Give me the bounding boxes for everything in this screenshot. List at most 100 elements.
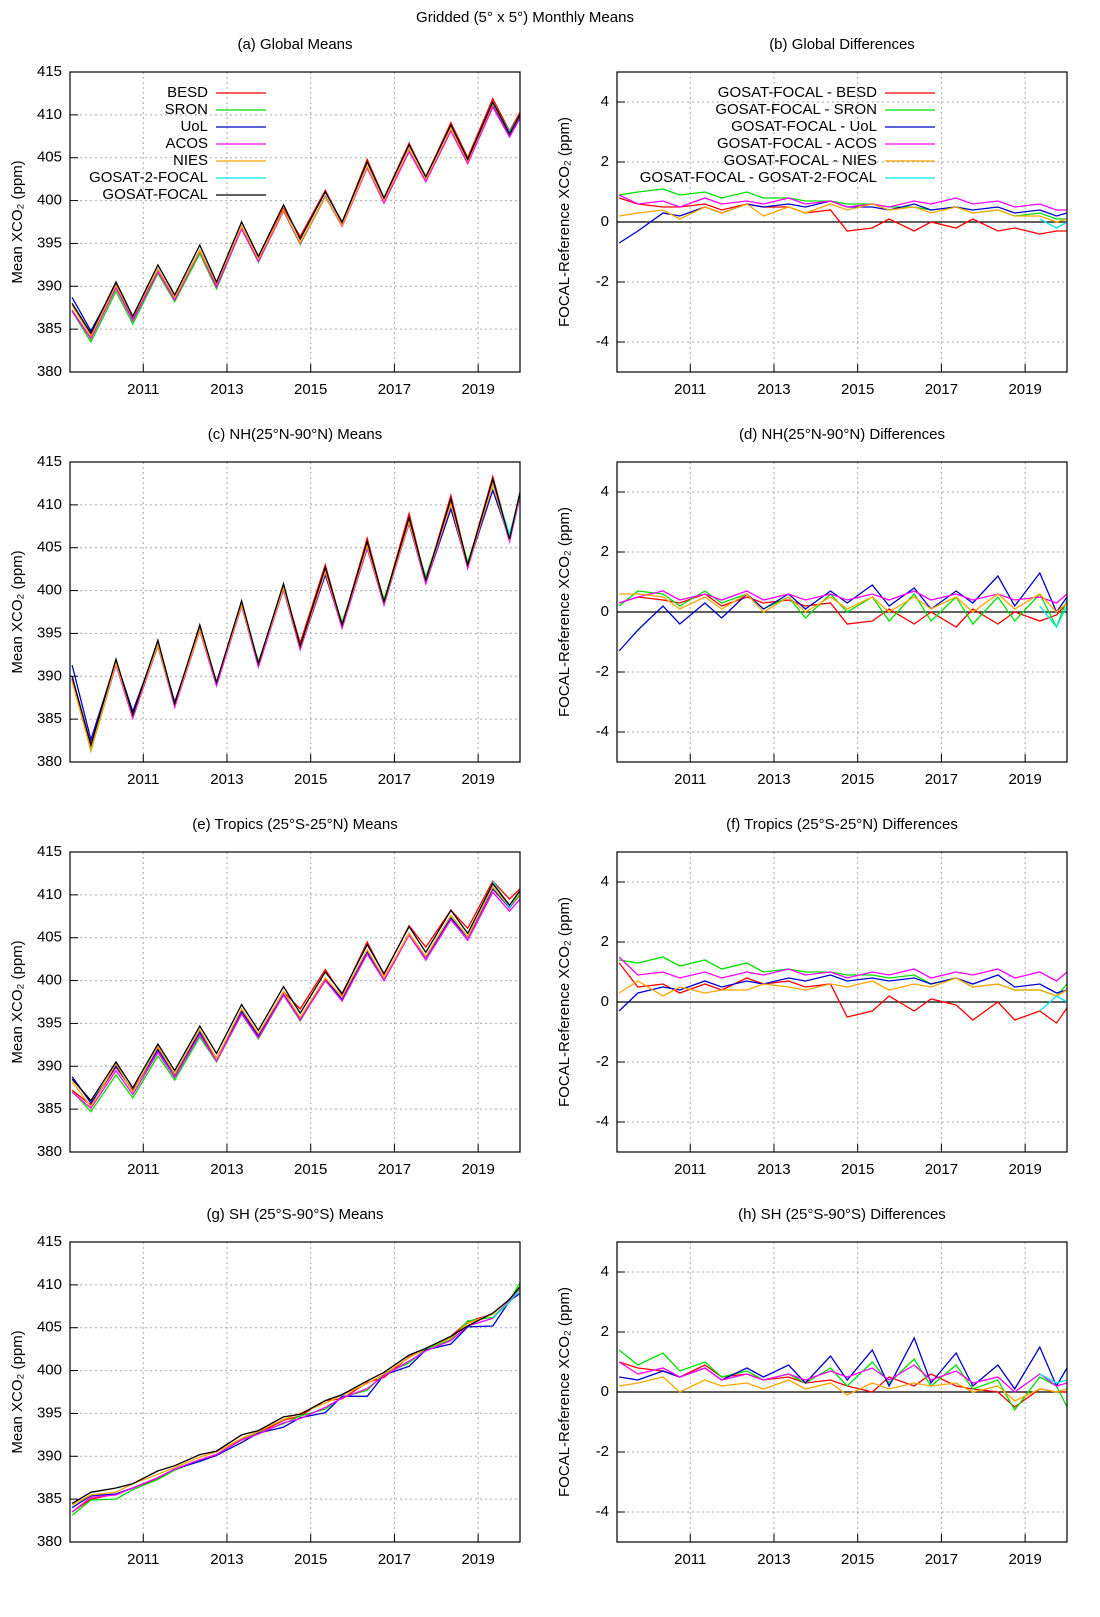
y-tick-label: 380: [37, 1143, 62, 1160]
series-line: [618, 956, 1068, 982]
y-tick-label: 395: [37, 234, 62, 251]
y-tick-label: -2: [596, 1443, 609, 1460]
x-tick-label: 2013: [757, 381, 790, 398]
y-tick-label: 380: [37, 363, 62, 380]
series-line: [71, 882, 521, 1102]
x-tick-label: 2017: [378, 771, 411, 788]
y-tick-label: 410: [37, 886, 62, 903]
x-tick-label: 2015: [841, 771, 874, 788]
y-tick-label: 385: [37, 1490, 62, 1507]
y-tick-label: 0: [601, 603, 609, 620]
x-tick-label: 2017: [925, 1161, 958, 1178]
y-tick-label: 410: [37, 496, 62, 513]
legend-label: ACOS: [165, 135, 208, 152]
y-tick-label: 395: [37, 1014, 62, 1031]
y-tick-label: 405: [37, 149, 62, 166]
x-tick-label: 2019: [461, 1161, 494, 1178]
series-line: [618, 197, 1067, 235]
y-tick-label: -4: [596, 1113, 609, 1130]
y-axis-label: Mean XCO₂ (ppm): [9, 1330, 26, 1453]
series-line: [71, 1286, 521, 1506]
x-tick-label: 2019: [461, 381, 494, 398]
y-tick-label: 380: [37, 753, 62, 770]
y-tick-label: 410: [37, 106, 62, 123]
x-tick-label: 2011: [127, 381, 159, 398]
x-tick-label: 2013: [210, 1161, 243, 1178]
x-tick-label: 2013: [757, 771, 790, 788]
y-tick-label: 405: [37, 929, 62, 946]
x-tick-label: 2015: [294, 1161, 327, 1178]
x-tick-label: 2013: [210, 1551, 243, 1568]
y-tick-label: 2: [601, 933, 609, 950]
plot-frame: [69, 71, 521, 373]
y-tick-label: -4: [596, 333, 609, 350]
plot-frame: [616, 1241, 1068, 1543]
y-tick-label: 0: [601, 1383, 609, 1400]
y-tick-label: -2: [596, 273, 609, 290]
series-line: [71, 100, 521, 335]
series-line: [1039, 605, 1068, 629]
x-tick-label: 2015: [841, 381, 874, 398]
series-line: [492, 1289, 521, 1319]
series-line: [618, 1349, 1068, 1412]
legend-label: NIES: [173, 152, 208, 169]
y-tick-label: 405: [37, 1319, 62, 1336]
series-line: [71, 1292, 521, 1509]
y-tick-label: 4: [601, 483, 609, 500]
panel-title: (a) Global Means: [237, 36, 352, 53]
series-line: [71, 103, 521, 333]
x-tick-label: 2017: [378, 381, 411, 398]
y-tick-label: 400: [37, 1362, 62, 1379]
y-tick-label: 4: [601, 873, 609, 890]
x-tick-label: 2015: [294, 1551, 327, 1568]
legend-label: SRON: [165, 101, 208, 118]
series-line: [618, 962, 1068, 1024]
series-line: [618, 571, 1068, 652]
legend-label: GOSAT-FOCAL - ACOS: [717, 135, 877, 152]
y-tick-label: 395: [37, 624, 62, 641]
y-tick-label: -4: [596, 723, 609, 740]
x-tick-label: 2011: [674, 1551, 706, 1568]
y-tick-label: 4: [601, 1263, 609, 1280]
x-tick-label: 2017: [925, 381, 958, 398]
y-tick-label: 385: [37, 320, 62, 337]
y-tick-label: 380: [37, 1533, 62, 1550]
series-line: [618, 974, 1068, 1012]
x-tick-label: 2019: [461, 1551, 494, 1568]
legend-label: GOSAT-FOCAL - NIES: [724, 152, 877, 169]
x-tick-label: 2017: [925, 1551, 958, 1568]
panel-title: (c) NH(25°N-90°N) Means: [208, 426, 383, 443]
legend-label: GOSAT-FOCAL - SRON: [715, 101, 877, 118]
x-tick-label: 2017: [378, 1551, 411, 1568]
y-tick-label: 400: [37, 972, 62, 989]
y-tick-label: 415: [37, 1233, 62, 1250]
legend-label: BESD: [167, 84, 208, 101]
x-tick-label: 2015: [294, 381, 327, 398]
series-line: [71, 482, 521, 753]
x-tick-label: 2015: [841, 1161, 874, 1178]
y-tick-label: 2: [601, 1323, 609, 1340]
y-tick-label: 415: [37, 453, 62, 470]
series-line: [1039, 1373, 1068, 1384]
legend-label: GOSAT-FOCAL: [102, 186, 208, 203]
x-tick-label: 2019: [1008, 1551, 1041, 1568]
series-line: [1039, 218, 1068, 229]
plot-frame: [616, 851, 1068, 1153]
y-axis-label: FOCAL-Reference XCO₂ (ppm): [556, 1287, 573, 1497]
x-tick-label: 2011: [674, 1161, 706, 1178]
y-axis-label: Mean XCO₂ (ppm): [9, 160, 26, 283]
y-axis-label: FOCAL-Reference XCO₂ (ppm): [556, 117, 573, 327]
x-tick-label: 2015: [841, 1551, 874, 1568]
series-line: [71, 891, 521, 1110]
plot-frame: [616, 71, 1068, 373]
x-tick-label: 2019: [461, 771, 494, 788]
figure-title: Gridded (5° x 5°) Monthly Means: [416, 9, 634, 26]
panel-title: (e) Tropics (25°S-25°N) Means: [192, 816, 397, 833]
legend-label: GOSAT-FOCAL - UoL: [731, 118, 877, 135]
series-line: [71, 1286, 521, 1513]
x-tick-label: 2011: [674, 381, 706, 398]
y-tick-label: 400: [37, 582, 62, 599]
y-tick-label: 390: [37, 1447, 62, 1464]
series-line: [618, 1376, 1068, 1402]
